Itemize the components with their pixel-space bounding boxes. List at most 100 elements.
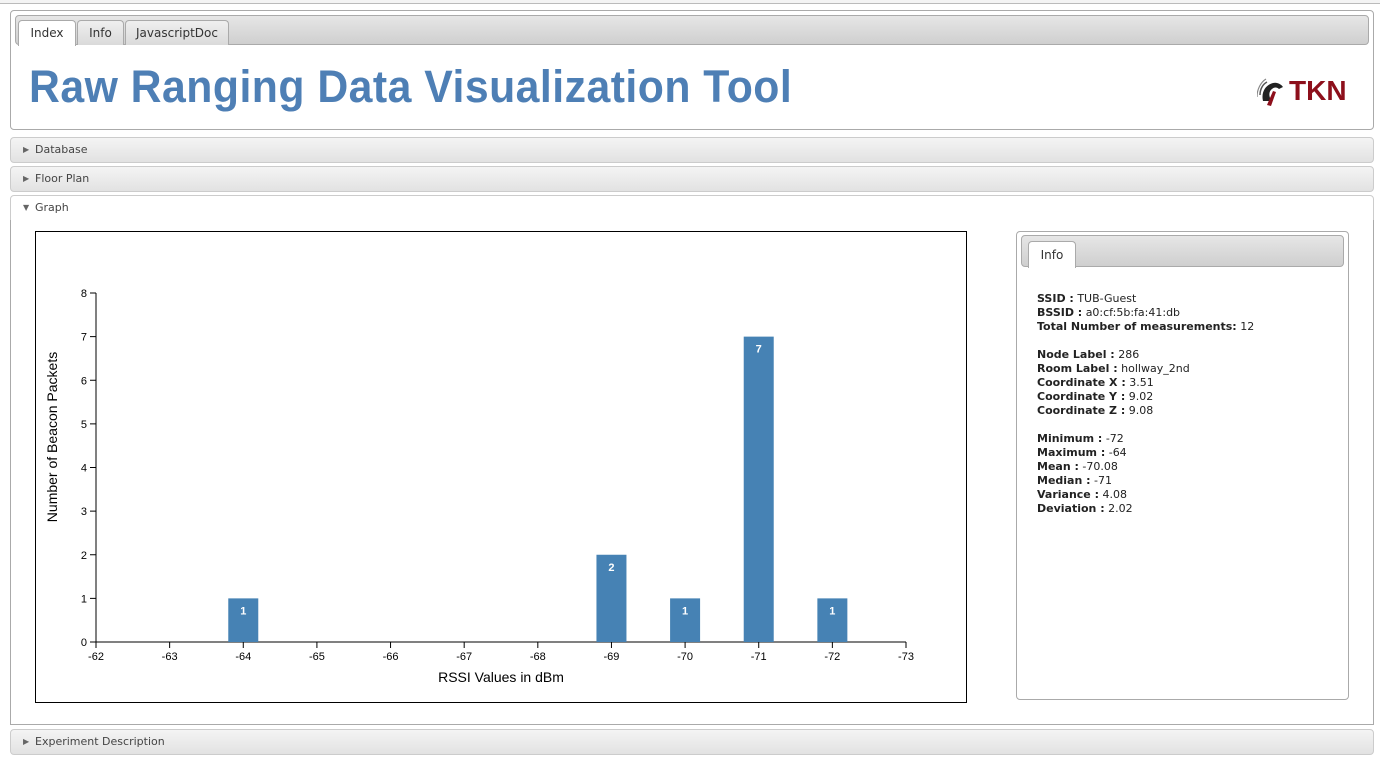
coord-z-value: 9.08	[1128, 404, 1154, 417]
section-experiment-description[interactable]: ▶ Experiment Description	[10, 729, 1374, 755]
y-tick-label: 3	[81, 506, 87, 518]
x-tick-label: -67	[456, 651, 472, 663]
tkn-logo-icon	[1256, 78, 1283, 106]
bssid-label: BSSID :	[1037, 306, 1083, 319]
page-title: Raw Ranging Data Visualization Tool	[29, 61, 793, 112]
histogram-bar	[670, 598, 701, 642]
section-floor-plan[interactable]: ▶ Floor Plan	[10, 166, 1374, 192]
minimum-row: Minimum : -72	[1037, 432, 1254, 446]
node-label-label: Node Label :	[1037, 348, 1115, 361]
y-tick-label: 5	[81, 419, 87, 431]
bssid-value: a0:cf:5b:fa:41:db	[1085, 306, 1181, 319]
x-axis: -62 -63 -64 -65 -66 -67 -68 -69 -70 -71 -72 -73	[88, 641, 914, 663]
section-database[interactable]: ▶ Database	[10, 137, 1374, 163]
maximum-label: Maximum :	[1037, 446, 1106, 459]
tab-javascriptdoc[interactable]: JavascriptDoc	[125, 20, 229, 45]
info-card: Info SSID : TUB-Guest BSSID : a0:cf:5b:f…	[1016, 231, 1349, 700]
ssid-value: TUB-Guest	[1077, 292, 1137, 305]
maximum-value: -64	[1108, 446, 1127, 459]
bar-value-label: 1	[829, 605, 835, 617]
collapsed-arrow-icon: ▶	[23, 174, 30, 183]
tab-index[interactable]: Index	[18, 20, 76, 46]
histogram-bar	[228, 598, 259, 642]
variance-value: 4.08	[1102, 488, 1128, 501]
x-tick-label: -73	[898, 651, 914, 663]
median-label: Median :	[1037, 474, 1091, 487]
coord-x-row: Coordinate X : 3.51	[1037, 376, 1254, 390]
histogram-chart: 0 1 2 3 4 5 6 7 8 -62 -63 -64 -65 -66 -67 -68 -69 -70 -71…	[35, 231, 967, 703]
y-tick-label: 8	[81, 288, 87, 300]
y-tick-label: 2	[81, 550, 87, 562]
info-tab-bar: Info	[1021, 235, 1344, 268]
histogram-bar	[817, 598, 848, 642]
minimum-label: Minimum :	[1037, 432, 1103, 445]
x-tick-label: -71	[751, 651, 767, 663]
y-tick-label: 1	[81, 593, 87, 605]
tab-info-panel[interactable]: Info	[1028, 241, 1076, 268]
bar-value-label: 1	[682, 605, 688, 617]
x-tick-label: -64	[235, 651, 251, 663]
mean-value: -70.08	[1082, 460, 1118, 473]
coord-x-value: 3.51	[1129, 376, 1154, 389]
deviation-value: 2.02	[1108, 502, 1133, 515]
logo-text: TKN	[1289, 75, 1347, 106]
room-label-row: Room Label : hollway_2nd	[1037, 362, 1254, 376]
bar-value-label: 1	[240, 605, 246, 617]
mean-row: Mean : -70.08	[1037, 460, 1254, 474]
tab-info[interactable]: Info	[77, 20, 124, 45]
total-label: Total Number of measurements:	[1037, 320, 1237, 333]
node-label-value: 286	[1118, 348, 1140, 361]
coord-z-row: Coordinate Z : 9.08	[1037, 404, 1254, 418]
total-row: Total Number of measurements: 12	[1037, 320, 1254, 334]
x-tick-label: -69	[604, 651, 620, 663]
bars-group: 1 2 1 7 1	[228, 336, 848, 642]
median-value: -71	[1094, 474, 1113, 487]
x-tick-label: -72	[824, 651, 840, 663]
histogram-bar	[743, 336, 774, 642]
histogram-bar	[596, 554, 627, 642]
variance-row: Variance : 4.08	[1037, 488, 1254, 502]
collapsed-arrow-icon: ▶	[23, 737, 30, 746]
y-tick-label: 4	[81, 463, 87, 475]
minimum-value: -72	[1105, 432, 1124, 445]
ssid-row: SSID : TUB-Guest	[1037, 292, 1254, 306]
section-graph[interactable]: ▼ Graph	[10, 195, 1374, 221]
x-tick-label: -65	[309, 651, 325, 663]
header-card: Index Info JavascriptDoc Raw Ranging Dat…	[10, 10, 1374, 130]
ssid-label: SSID :	[1037, 292, 1074, 305]
y-tick-label: 6	[81, 375, 87, 387]
collapsed-arrow-icon: ▶	[23, 145, 30, 154]
variance-label: Variance :	[1037, 488, 1099, 501]
deviation-label: Deviation :	[1037, 502, 1105, 515]
coord-x-label: Coordinate X :	[1037, 376, 1126, 389]
y-axis: 0 1 2 3 4 5 6 7 8	[81, 288, 97, 649]
bssid-row: BSSID : a0:cf:5b:fa:41:db	[1037, 306, 1254, 320]
room-label-label: Room Label :	[1037, 362, 1118, 375]
section-experiment-description-label: Experiment Description	[35, 735, 165, 748]
x-tick-label: -66	[383, 651, 399, 663]
node-label-row: Node Label : 286	[1037, 348, 1254, 362]
mean-label: Mean :	[1037, 460, 1079, 473]
section-floor-plan-label: Floor Plan	[35, 172, 90, 185]
main-tab-bar: Index Info JavascriptDoc	[15, 15, 1369, 46]
coord-z-label: Coordinate Z :	[1037, 404, 1126, 417]
tkn-logo: TKN	[1256, 75, 1357, 111]
x-tick-label: -70	[677, 651, 693, 663]
y-tick-label: 7	[81, 332, 87, 344]
coord-y-label: Coordinate Y :	[1037, 390, 1126, 403]
total-value: 12	[1240, 320, 1255, 333]
x-tick-label: -62	[88, 651, 104, 663]
window-top-edge	[0, 0, 1380, 4]
median-row: Median : -71	[1037, 474, 1254, 488]
bar-value-label: 2	[608, 562, 614, 574]
room-label-value: hollway_2nd	[1121, 362, 1190, 375]
x-axis-label: RSSI Values in dBm	[438, 669, 564, 685]
section-graph-label: Graph	[35, 201, 69, 214]
info-details: SSID : TUB-Guest BSSID : a0:cf:5b:fa:41:…	[1037, 292, 1254, 516]
coord-y-value: 9.02	[1128, 390, 1154, 403]
y-axis-label: Number of Beacon Packets	[44, 352, 60, 522]
y-tick-label: 0	[81, 637, 87, 649]
expanded-arrow-icon: ▼	[23, 203, 30, 212]
section-database-label: Database	[35, 143, 88, 156]
deviation-row: Deviation : 2.02	[1037, 502, 1254, 516]
